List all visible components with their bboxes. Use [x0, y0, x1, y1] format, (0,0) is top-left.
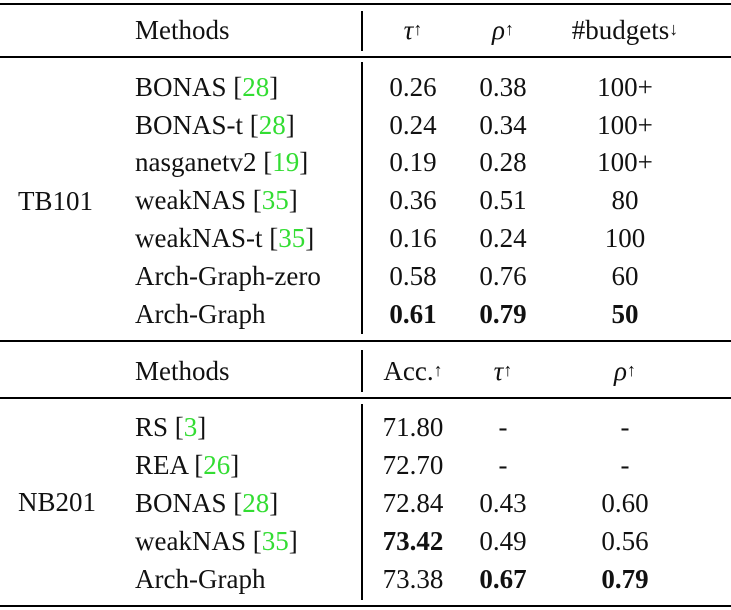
acc-value: 71.80 [382, 412, 444, 442]
top-rule [0, 3, 731, 5]
header-methods-2: Methods [135, 356, 230, 386]
header-acc: Acc.↑ [383, 356, 443, 386]
tau-value: 0.26 [389, 72, 437, 102]
header-methods: Methods [135, 15, 230, 45]
tau-value: 0.67 [479, 564, 527, 594]
budgets-value: 100+ [597, 147, 653, 177]
citation-link[interactable]: 35 [261, 526, 289, 556]
bottom-rule [0, 605, 731, 607]
method-name: Arch-Graph-zero [135, 261, 321, 291]
method-name: Arch-Graph [135, 564, 266, 594]
header-budgets: #budgets↓ [571, 15, 679, 45]
tau-value: - [498, 450, 508, 480]
rho-value: 0.56 [601, 526, 649, 556]
column-separator-1 [361, 11, 363, 51]
rho-value: 0.38 [479, 72, 527, 102]
citation-link[interactable]: 3 [183, 412, 198, 442]
rho-value: 0.51 [479, 185, 527, 215]
budgets-value: 80 [611, 185, 639, 215]
citation-link[interactable]: 35 [278, 223, 306, 253]
rho-value: 0.79 [601, 564, 649, 594]
rho-value: 0.60 [601, 488, 649, 518]
header-tau-2: τ↑ [493, 356, 513, 386]
budgets-value: 60 [611, 261, 639, 291]
header-rho-2: ρ↑ [614, 356, 636, 386]
budgets-value: 100+ [597, 110, 653, 140]
header-rule-2 [0, 397, 731, 399]
method-name: weakNAS [35] [135, 185, 298, 215]
budgets-value: 100 [604, 223, 646, 253]
tau-value: 0.43 [479, 488, 527, 518]
rho-value: 0.79 [479, 299, 527, 329]
tau-value: 0.58 [389, 261, 437, 291]
budgets-value: 100+ [597, 72, 653, 102]
column-separator-2-body [361, 404, 363, 600]
citation-link[interactable]: 28 [258, 110, 286, 140]
column-separator-1-body [361, 62, 363, 334]
method-name: RS [3] [135, 412, 207, 442]
rho-value: 0.24 [479, 223, 527, 253]
rho-value: - [620, 412, 630, 442]
acc-value: 72.84 [382, 488, 444, 518]
group-label-tb101: TB101 [18, 186, 94, 216]
rho-value: 0.34 [479, 110, 527, 140]
rho-value: 0.28 [479, 147, 527, 177]
citation-link[interactable]: 28 [242, 488, 270, 518]
citation-link[interactable]: 28 [242, 72, 270, 102]
rho-value: 0.76 [479, 261, 527, 291]
budgets-value: 50 [611, 299, 639, 329]
method-name: weakNAS-t [35] [135, 223, 315, 253]
acc-value: 73.38 [382, 564, 444, 594]
tau-value: 0.16 [389, 223, 437, 253]
header-tau: τ↑ [403, 15, 423, 45]
method-name: nasganetv2 [19] [135, 147, 309, 177]
acc-value: 72.70 [382, 450, 444, 480]
tau-value: 0.19 [389, 147, 437, 177]
tau-value: 0.24 [389, 110, 437, 140]
citation-link[interactable]: 35 [261, 185, 289, 215]
acc-value: 73.42 [382, 526, 444, 556]
method-name: BONAS [28] [135, 72, 279, 102]
rho-value: - [620, 450, 630, 480]
tau-value: 0.61 [389, 299, 437, 329]
method-name: REA [26] [135, 450, 240, 480]
section-rule [0, 340, 731, 342]
tau-value: 0.36 [389, 185, 437, 215]
tau-value: 0.49 [479, 526, 527, 556]
header-rho: ρ↑ [492, 15, 514, 45]
tau-value: - [498, 412, 508, 442]
method-name: weakNAS [35] [135, 526, 298, 556]
citation-link[interactable]: 26 [203, 450, 231, 480]
citation-link[interactable]: 19 [272, 147, 300, 177]
method-name: Arch-Graph [135, 299, 266, 329]
method-name: BONAS-t [28] [135, 110, 295, 140]
method-name: BONAS [28] [135, 488, 279, 518]
column-separator-2 [361, 350, 363, 392]
header-rule-1 [0, 56, 731, 58]
group-label-nb201: NB201 [18, 487, 97, 517]
